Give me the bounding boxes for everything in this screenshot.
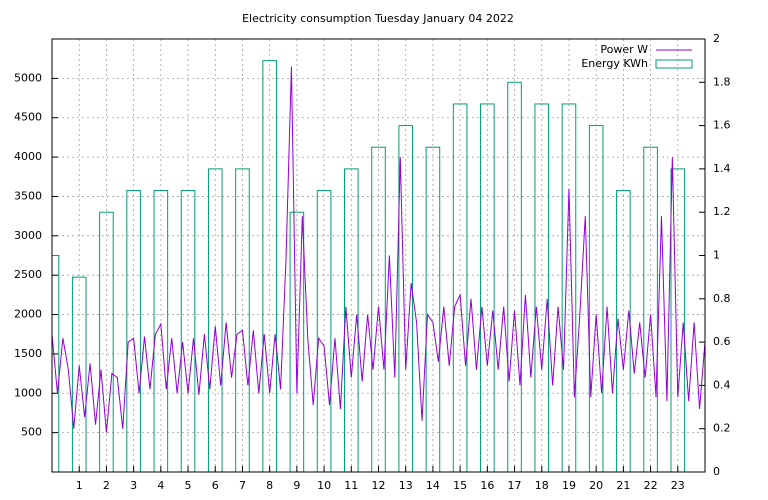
energy-box	[180, 190, 196, 472]
x-tick-label: 8	[266, 479, 273, 492]
x-tick-label: 23	[671, 479, 685, 492]
energy-box	[343, 168, 359, 472]
y2-tick-label: 0.2	[713, 422, 731, 435]
y-tick-label: 5000	[14, 71, 42, 84]
y-tick-label: 2000	[14, 308, 42, 321]
energy-box	[316, 190, 332, 472]
legend-label: Energy KWh	[581, 57, 648, 70]
energy-box	[262, 60, 277, 472]
y-tick-label: 500	[21, 426, 42, 439]
x-tick-label: 6	[212, 479, 219, 492]
y2-tick-label: 0.4	[713, 378, 731, 391]
y2-tick-label: 1.6	[713, 119, 731, 132]
energy-box	[99, 211, 114, 472]
y2-tick-label: 0.6	[713, 335, 731, 348]
x-tick-label: 22	[644, 479, 658, 492]
power-line	[52, 66, 705, 433]
y-tick-label: 2500	[14, 268, 42, 281]
energy-box	[670, 168, 686, 472]
y2-tick-label: 1	[713, 249, 720, 262]
x-tick-label: 20	[589, 479, 603, 492]
x-tick-label: 16	[480, 479, 494, 492]
x-tick-label: 5	[185, 479, 192, 492]
plot-frame	[51, 38, 706, 473]
y2-tick-label: 2	[713, 32, 720, 45]
x-tick-label: 10	[317, 479, 331, 492]
x-tick-label: 21	[616, 479, 630, 492]
x-tick-label: 1	[76, 479, 83, 492]
x-tick-label: 12	[372, 479, 386, 492]
legend-swatch	[655, 59, 693, 69]
plot-area	[52, 60, 705, 472]
energy-box	[71, 276, 87, 472]
legend-label: Power W	[600, 43, 648, 56]
energy-box	[507, 81, 522, 472]
energy-box	[425, 146, 441, 472]
x-tick-label: 2	[103, 479, 110, 492]
energy-box	[207, 168, 223, 472]
energy-box	[235, 168, 250, 472]
x-tick-label: 15	[453, 479, 467, 492]
x-tick-label: 17	[508, 479, 522, 492]
x-tick-label: 14	[426, 479, 440, 492]
x-tick-label: 9	[293, 479, 300, 492]
x-tick-label: 4	[157, 479, 164, 492]
y2-tick-label: 0.8	[713, 292, 731, 305]
y-tick-label: 3500	[14, 189, 42, 202]
y2-tick-label: 1.2	[713, 205, 731, 218]
x-tick-label: 11	[344, 479, 358, 492]
y2-tick-label: 0	[713, 465, 720, 478]
x-tick-label: 3	[130, 479, 137, 492]
y2-tick-label: 1.4	[713, 162, 731, 175]
energy-box	[153, 190, 169, 472]
y-tick-label: 3000	[14, 229, 42, 242]
y-tick-label: 4500	[14, 111, 42, 124]
y-tick-label: 1500	[14, 347, 42, 360]
x-tick-label: 19	[562, 479, 576, 492]
energy-box	[126, 190, 141, 472]
x-tick-label: 13	[399, 479, 413, 492]
y2-tick-label: 1.8	[713, 75, 731, 88]
chart-title: Electricity consumption Tuesday January …	[242, 12, 514, 25]
x-tick-label: 18	[535, 479, 549, 492]
energy-box	[371, 146, 386, 472]
y-tick-label: 4000	[14, 150, 42, 163]
y-tick-label: 1000	[14, 386, 42, 399]
x-tick-label: 7	[239, 479, 246, 492]
energy-box	[643, 146, 658, 472]
